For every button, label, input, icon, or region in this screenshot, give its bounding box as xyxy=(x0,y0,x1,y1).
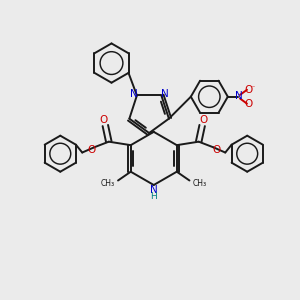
Text: O: O xyxy=(200,116,208,125)
Text: O: O xyxy=(245,99,253,109)
Text: O: O xyxy=(100,116,108,125)
Text: CH₃: CH₃ xyxy=(100,179,115,188)
Text: N: N xyxy=(130,88,137,99)
Text: O: O xyxy=(212,145,220,155)
Text: O: O xyxy=(245,85,253,95)
Text: CH₃: CH₃ xyxy=(193,179,207,188)
Text: N: N xyxy=(236,91,243,101)
Text: H: H xyxy=(150,192,157,201)
Text: N: N xyxy=(150,184,158,195)
Text: N: N xyxy=(161,88,169,99)
Text: O: O xyxy=(87,145,95,155)
Text: ⁻: ⁻ xyxy=(250,83,255,92)
